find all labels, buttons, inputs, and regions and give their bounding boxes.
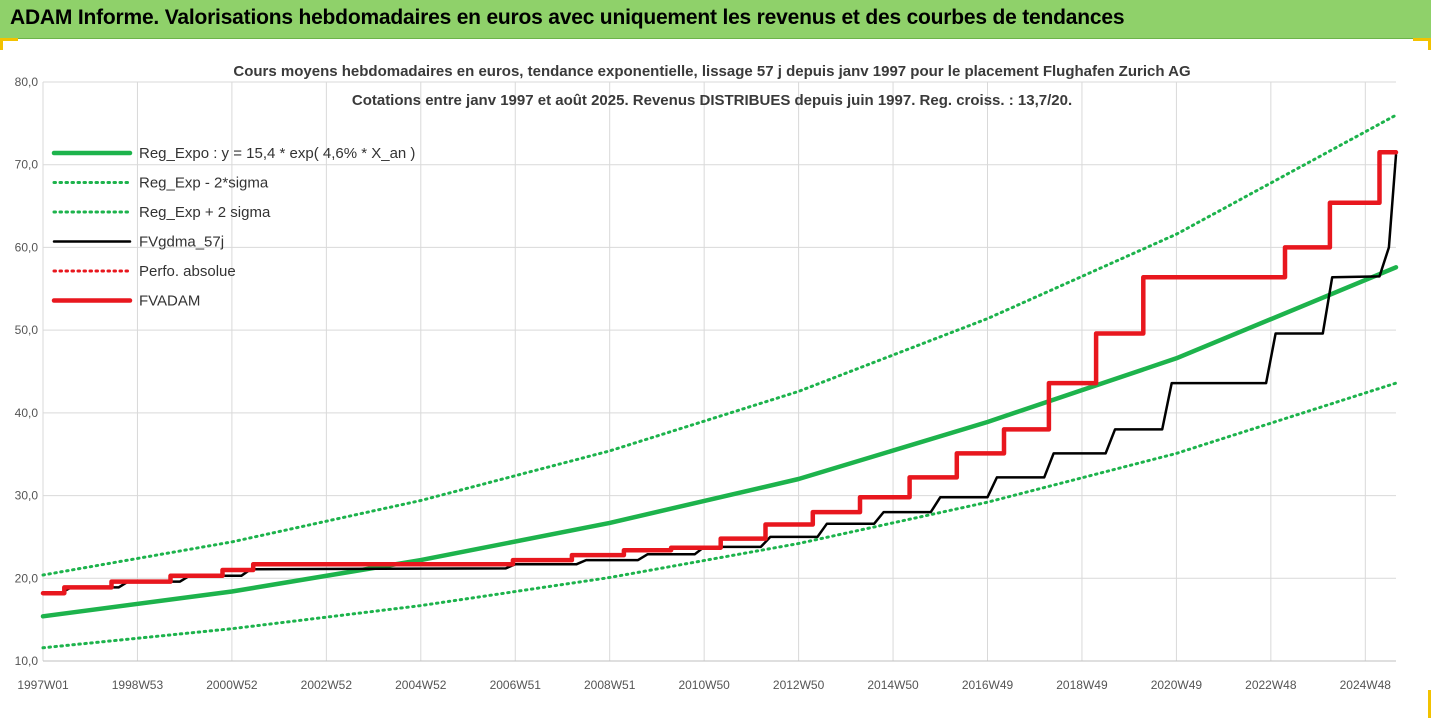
series-line-1 xyxy=(41,381,1398,650)
y-tick-label: 70,0 xyxy=(15,158,39,172)
x-tick-label: 2000W52 xyxy=(206,678,258,692)
x-tick-label: 2012W50 xyxy=(773,678,825,692)
y-tick-label: 60,0 xyxy=(15,240,39,254)
legend-label-2: Reg_Exp + 2 sigma xyxy=(139,204,271,221)
x-tick-label: 2020W49 xyxy=(1151,678,1203,692)
y-tick-label: 30,0 xyxy=(15,489,39,503)
chart-frame: Cours moyens hebdomadaires en euros, ten… xyxy=(0,39,1431,718)
series-line-5 xyxy=(40,150,1399,596)
corner-mark-left xyxy=(0,38,3,50)
legend-label-0: Reg_Expo : y = 15,4 * exp( 4,6% * X_an ) xyxy=(139,145,415,162)
x-tick-label: 2014W50 xyxy=(867,678,919,692)
y-tick-label: 50,0 xyxy=(15,323,39,337)
legend-label-3: FVgdma_57j xyxy=(139,234,224,251)
report-title: ADAM Informe. Valorisations hebdomadaire… xyxy=(10,6,1125,29)
x-tick-label: 2004W52 xyxy=(395,678,447,692)
y-tick-label: 10,0 xyxy=(15,654,39,668)
chart-svg: Cours moyens hebdomadaires en euros, ten… xyxy=(15,63,1399,692)
x-tick-label: 2016W49 xyxy=(962,678,1014,692)
chart-grid xyxy=(42,81,1396,662)
corner-mark-top-left xyxy=(0,38,18,41)
legend-label-4: Perfo. absolue xyxy=(139,263,236,280)
x-tick-label: 2006W51 xyxy=(490,678,542,692)
x-tick-label: 2018W49 xyxy=(1056,678,1108,692)
series-layer xyxy=(40,113,1399,650)
series-line-2 xyxy=(41,113,1398,577)
y-tick-label: 20,0 xyxy=(15,571,39,585)
corner-mark-right xyxy=(1428,38,1431,50)
corner-mark-top-right xyxy=(1413,38,1431,41)
legend-label-1: Reg_Exp - 2*sigma xyxy=(139,175,269,192)
x-tick-label: 2024W48 xyxy=(1340,678,1392,692)
legend-label-5: FVADAM xyxy=(139,293,200,310)
axis-ticks: 10,0 20,0 30,0 40,0 50,0 60,0 70,0 80,0 1997W01 1… xyxy=(15,75,1392,692)
chart-title-line2: Cotations entre janv 1997 et août 2025. … xyxy=(352,92,1072,109)
x-tick-label: 2008W51 xyxy=(584,678,636,692)
y-tick-label: 80,0 xyxy=(15,75,39,89)
chart-title-line1: Cours moyens hebdomadaires en euros, ten… xyxy=(233,63,1190,80)
series-line-0 xyxy=(40,265,1399,619)
x-tick-label: 1998W53 xyxy=(112,678,164,692)
chart-legend: Reg_Expo : y = 15,4 * exp( 4,6% * X_an )… xyxy=(51,145,415,310)
x-tick-label: 2022W48 xyxy=(1245,678,1297,692)
corner-mark-bottom-right xyxy=(1428,690,1431,718)
y-tick-label: 40,0 xyxy=(15,406,39,420)
x-tick-label: 2010W50 xyxy=(678,678,730,692)
x-tick-label: 1997W01 xyxy=(17,678,69,692)
report-banner: ADAM Informe. Valorisations hebdomadaire… xyxy=(0,0,1431,39)
x-tick-label: 2002W52 xyxy=(301,678,353,692)
